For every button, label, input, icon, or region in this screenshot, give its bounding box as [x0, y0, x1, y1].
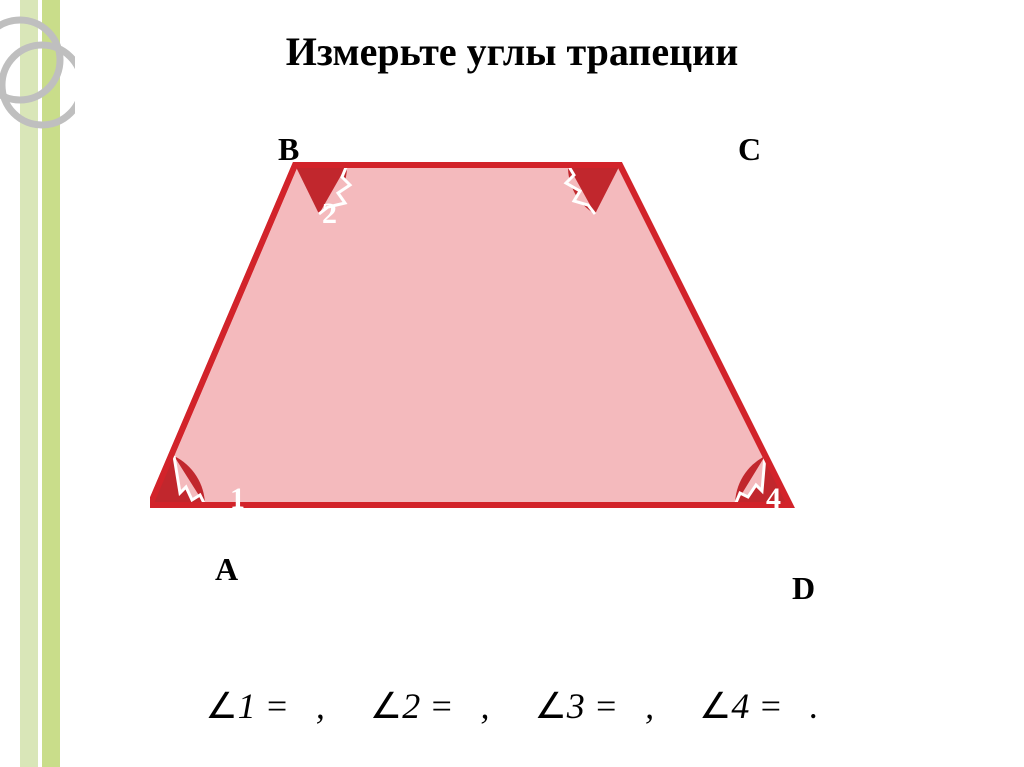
stripe-2: [42, 0, 60, 767]
angle-4-number: 4: [766, 482, 781, 516]
eq-angle-1: ∠1 = ,: [205, 685, 325, 727]
angle-1-number: 1: [230, 482, 245, 516]
equation-row: ∠1 = , ∠2 = , ∠3 = , ∠4 = .: [0, 685, 1024, 727]
eq3-num: 3: [567, 686, 585, 726]
angle-3-number: 3: [702, 197, 717, 231]
vertex-a-label: A: [215, 551, 238, 588]
eq-angle-2: ∠2 = ,: [370, 685, 490, 727]
eq2-num: 2: [402, 686, 420, 726]
eq-angle-3: ∠3 = ,: [535, 685, 655, 727]
eq4-num: 4: [731, 686, 749, 726]
eq-angle-4: ∠4 = .: [699, 685, 819, 727]
eq1-num: 1: [238, 686, 256, 726]
stripe-1: [20, 0, 38, 767]
page-title: Измерьте углы трапеции: [0, 28, 1024, 75]
vertex-d-label: D: [792, 570, 815, 607]
side-decoration: [0, 0, 75, 767]
slide: Измерьте углы трапеции A B C D 1 2 3 4 ∠…: [0, 0, 1024, 767]
vertex-b-label: B: [278, 131, 299, 168]
trapezoid-figure: [150, 145, 830, 545]
vertex-c-label: C: [738, 131, 761, 168]
trapezoid-shape: [150, 165, 790, 505]
angle-2-number: 2: [322, 197, 337, 231]
